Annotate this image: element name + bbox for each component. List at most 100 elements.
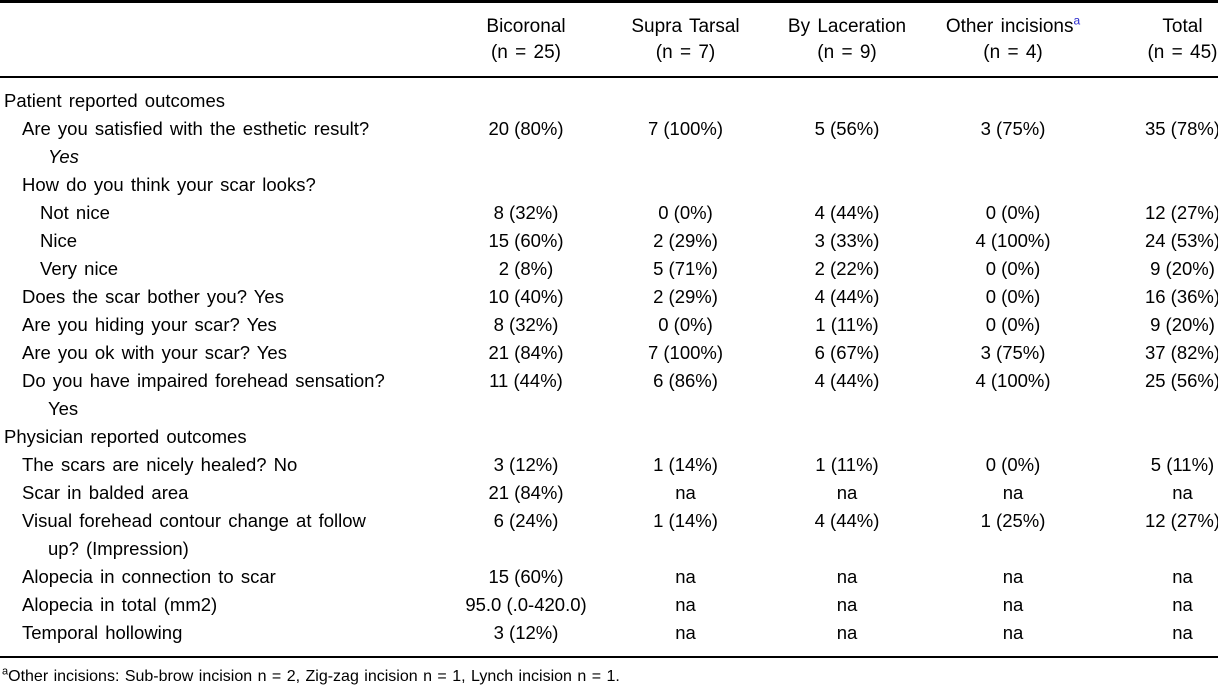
cell-value-by-laceration: 5 (56%) <box>814 118 880 139</box>
row-label-line1: Are you ok with your scar? Yes <box>22 342 287 363</box>
cell-value-bicoronal: 8 (32%) <box>493 202 559 223</box>
column-header-n: (n = 7) <box>655 42 716 63</box>
cell-value-by-laceration: na <box>836 566 858 587</box>
cell-value-total: 25 (56%) <box>1144 370 1218 391</box>
cell-value-bicoronal: 15 (60%) <box>488 566 564 587</box>
cell-value-by-laceration: 4 (44%) <box>814 202 880 223</box>
row-label: Visual forehead contour change at follow… <box>0 507 446 563</box>
cell-value-by-laceration: 3 (33%) <box>814 230 880 251</box>
cell-value-total <box>1097 171 1218 199</box>
row-label: Not nice <box>0 199 446 227</box>
row-label-line1: Visual forehead contour change at follow <box>22 510 366 531</box>
cell-value-supra-tarsal <box>606 423 765 451</box>
row-label-line1: Patient reported outcomes <box>4 90 225 111</box>
table-row: Scar in balded area 21 (84%) na na na na <box>0 479 1218 507</box>
cell-value-bicoronal <box>446 423 606 451</box>
cell-value-bicoronal: 21 (84%) <box>488 342 564 363</box>
cell-value-total: 16 (36%) <box>1144 286 1218 307</box>
cell-value-total: 24 (53%) <box>1144 230 1218 251</box>
row-label-line1: The scars are nicely healed? No <box>22 454 298 475</box>
row-label-line2: Yes <box>48 398 79 419</box>
cell-value-total <box>1097 77 1218 115</box>
row-label-line1: Do you have impaired forehead sensation? <box>22 370 385 391</box>
cell-value-bicoronal: 2 (8%) <box>498 258 554 279</box>
table-row: Are you hiding your scar? Yes 8 (32%) 0 (0… <box>0 311 1218 339</box>
section-row: Patient reported outcomes <box>0 77 1218 115</box>
cell-value-other-incisions: na <box>1002 482 1024 503</box>
row-label-line1: Nice <box>40 230 78 251</box>
cell-value-total: na <box>1172 482 1193 503</box>
cell-value-other-incisions <box>929 171 1097 199</box>
cell-value-supra-tarsal: 1 (14%) <box>653 454 718 475</box>
cell-value-other-incisions: 4 (100%) <box>975 370 1051 391</box>
column-header-supra-tarsal: Supra Tarsal (n = 7) <box>606 2 765 78</box>
table-row: Temporal hollowing 3 (12%) na na na na <box>0 619 1218 657</box>
row-label: Alopecia in total (mm2) <box>0 591 446 619</box>
table-row: Alopecia in connection to scar 15 (60%) na… <box>0 563 1218 591</box>
cell-value-other-incisions: 3 (75%) <box>980 342 1046 363</box>
cell-value-supra-tarsal: 2 (29%) <box>653 286 718 307</box>
cell-value-by-laceration: 4 (44%) <box>814 510 880 531</box>
cell-value-by-laceration: na <box>836 482 858 503</box>
row-label-line1: How do you think your scar looks? <box>22 174 316 195</box>
column-header-label: Bicoronal <box>486 16 566 37</box>
cell-value-supra-tarsal: 7 (100%) <box>647 118 724 139</box>
cell-value-other-incisions: 0 (0%) <box>985 286 1041 307</box>
row-label-line1: Physician reported outcomes <box>4 426 247 447</box>
table-row: Are you ok with your scar? Yes 21 (84%) 7 … <box>0 339 1218 367</box>
table-footnote: aOther incisions: Sub-brow incision n = … <box>0 666 1218 688</box>
table-body: Patient reported outcomes Are you satisfi… <box>0 77 1218 657</box>
cell-value-by-laceration: na <box>836 594 858 615</box>
cell-value-bicoronal: 21 (84%) <box>488 482 564 503</box>
table-row: Does the scar bother you? Yes 10 (40%) 2 (… <box>0 283 1218 311</box>
cell-value-bicoronal: 15 (60%) <box>488 230 564 251</box>
outcomes-table: Bicoronal (n = 25) Supra Tarsal (n = 7) By L… <box>0 0 1218 657</box>
header-empty-cell <box>0 2 446 78</box>
cell-value-supra-tarsal: 0 (0%) <box>658 314 713 335</box>
row-label: The scars are nicely healed? No <box>0 451 446 479</box>
column-header-by-laceration: By Laceration (n = 9) <box>765 2 929 78</box>
row-label-line1: Are you satisfied with the esthetic resu… <box>22 118 370 139</box>
cell-value-other-incisions: na <box>1002 622 1024 643</box>
cell-value-supra-tarsal: 5 (71%) <box>653 258 718 279</box>
cell-value-supra-tarsal: 1 (14%) <box>653 510 718 531</box>
cell-value-bicoronal <box>446 77 606 115</box>
row-label-line1: Temporal hollowing <box>22 622 183 643</box>
table-row: Are you satisfied with the esthetic resu… <box>0 115 1218 171</box>
cell-value-by-laceration: 2 (22%) <box>814 258 880 279</box>
cell-value-supra-tarsal: 6 (86%) <box>653 370 718 391</box>
column-header-label: Total <box>1162 16 1203 37</box>
cell-value-by-laceration <box>765 423 929 451</box>
cell-value-by-laceration: 1 (11%) <box>815 314 879 335</box>
cell-value-other-incisions <box>929 423 1097 451</box>
cell-value-total <box>1097 423 1218 451</box>
footnote-ref-link[interactable]: a <box>1073 13 1081 28</box>
cell-value-total: na <box>1172 622 1193 643</box>
cell-value-by-laceration: 4 (44%) <box>814 286 880 307</box>
table-row: Very nice 2 (8%) 5 (71%) 2 (22%) 0 (0%) 9 (20… <box>0 255 1218 283</box>
cell-value-supra-tarsal: na <box>675 622 696 643</box>
row-label-line2: Yes <box>48 146 79 167</box>
column-header-bicoronal: Bicoronal (n = 25) <box>446 2 606 78</box>
cell-value-supra-tarsal: na <box>675 566 696 587</box>
row-label: Does the scar bother you? Yes <box>0 283 446 311</box>
row-label-line1: Does the scar bother you? Yes <box>22 286 284 307</box>
column-header-other-incisions: Other incisionsa (n = 4) <box>929 2 1097 78</box>
cell-value-bicoronal: 95.0 (.0-420.0) <box>465 594 587 615</box>
cell-value-other-incisions: na <box>1002 594 1024 615</box>
row-label: Scar in balded area <box>0 479 446 507</box>
cell-value-total: 37 (82%) <box>1144 342 1218 363</box>
footnote-marker: a <box>2 665 9 678</box>
cell-value-bicoronal: 10 (40%) <box>488 286 564 307</box>
cell-value-other-incisions: 0 (0%) <box>985 258 1041 279</box>
cell-value-total: 9 (20%) <box>1150 314 1215 335</box>
cell-value-supra-tarsal: 2 (29%) <box>653 230 718 251</box>
cell-value-other-incisions: na <box>1002 566 1024 587</box>
row-label: Alopecia in connection to scar <box>0 563 446 591</box>
row-label: How do you think your scar looks? <box>0 171 446 199</box>
column-header-label: Supra Tarsal <box>631 16 740 37</box>
column-header-label: Other incisionsa <box>945 13 1081 37</box>
cell-value-by-laceration: 1 (11%) <box>815 454 879 475</box>
cell-value-supra-tarsal <box>606 77 765 115</box>
column-header-label: By Laceration <box>787 16 907 37</box>
